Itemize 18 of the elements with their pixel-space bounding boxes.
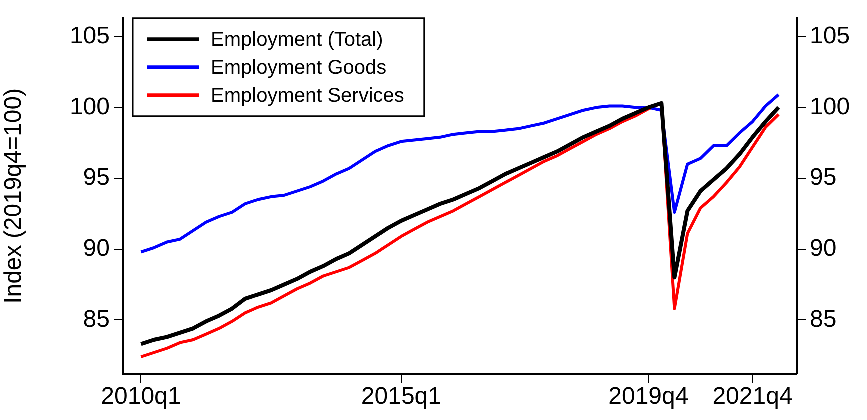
y2-tick-label: 95 (810, 164, 837, 192)
y2-tick-label: 85 (810, 306, 837, 333)
y2-tick-label: 100 (810, 93, 850, 120)
x-tick-label: 2019q4 (608, 383, 689, 410)
y2-tick-label: 105 (810, 22, 850, 50)
x-tick-label: 2010q1 (101, 383, 182, 410)
x-tick-label: 2015q1 (361, 383, 442, 410)
y-axis-title: Index (2019q4=100) (0, 88, 28, 304)
y-tick-label: 95 (83, 164, 110, 192)
x-tick-label: 2021q4 (712, 383, 793, 410)
y-tick-label: 85 (83, 306, 110, 333)
y-tick-label: 105 (70, 22, 110, 50)
y2-tick-label: 90 (810, 234, 837, 262)
y-tick-label: 90 (83, 234, 110, 262)
legend-label: Employment Services (211, 84, 404, 107)
legend-label: Employment Goods (211, 56, 387, 79)
legend-label: Employment (Total) (211, 28, 384, 51)
y-tick-label: 100 (70, 93, 110, 120)
